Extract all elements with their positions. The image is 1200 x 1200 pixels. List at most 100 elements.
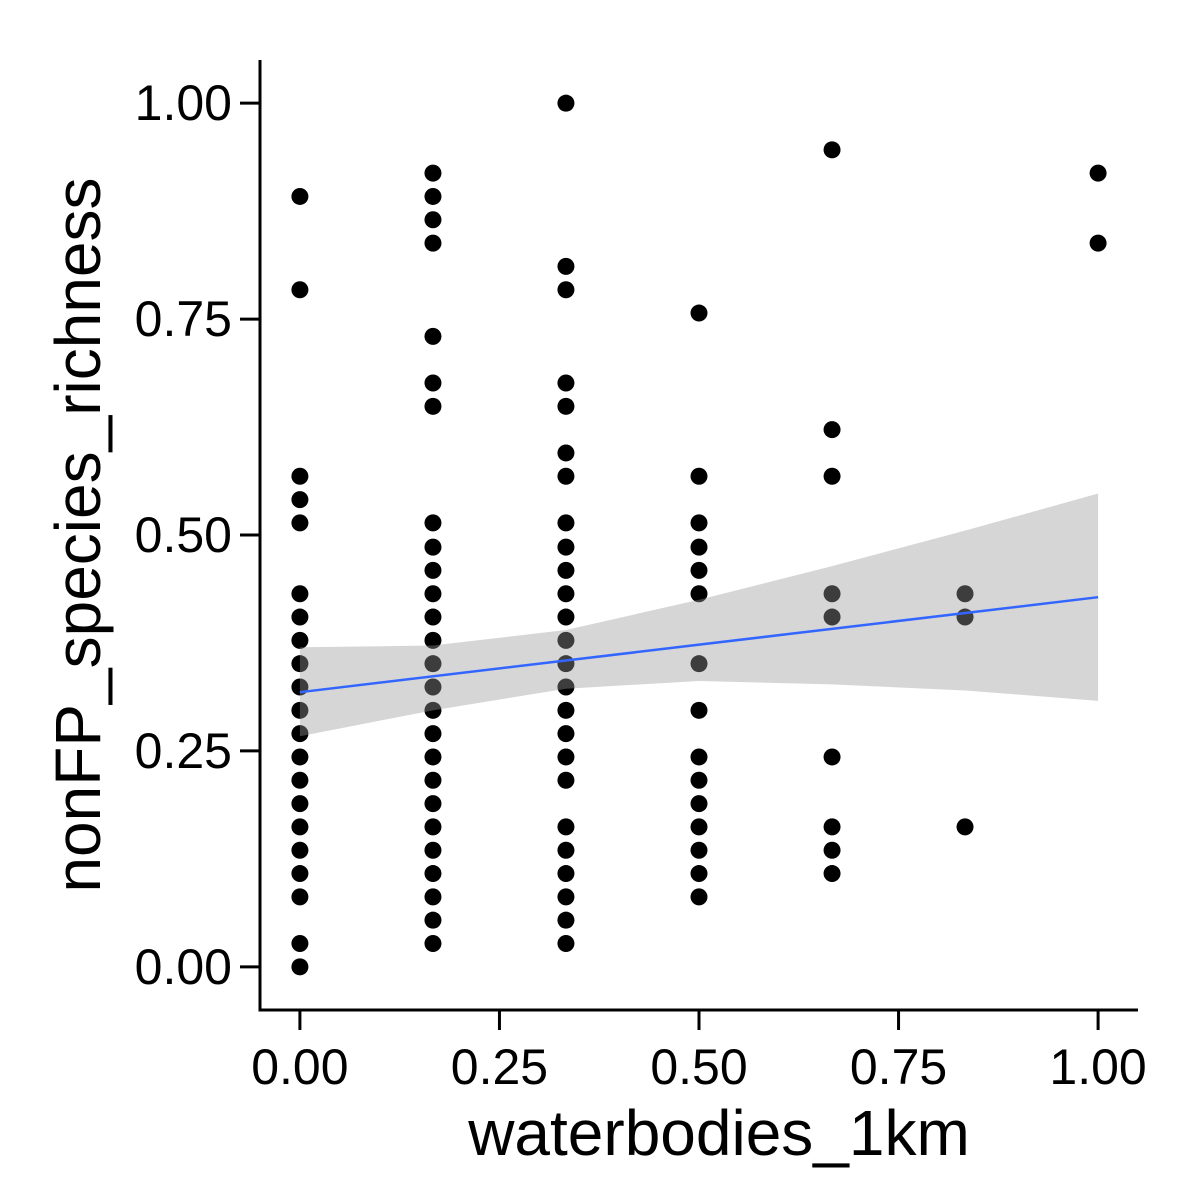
- data-point: [424, 655, 442, 673]
- data-point: [956, 585, 974, 603]
- confidence-band-layer: [299, 493, 1099, 737]
- y-tick-label: 0.75: [135, 291, 232, 347]
- data-point: [823, 748, 841, 766]
- data-point: [291, 888, 309, 906]
- data-point: [424, 888, 442, 906]
- data-point: [424, 234, 442, 252]
- data-point: [1089, 164, 1107, 182]
- data-point: [291, 608, 309, 626]
- data-point: [424, 374, 442, 392]
- x-axis-title: waterbodies_1km: [467, 1097, 970, 1169]
- data-point: [557, 94, 575, 112]
- data-point: [291, 818, 309, 836]
- y-axis-title: nonFP_species_richness: [42, 177, 114, 892]
- data-point: [557, 911, 575, 929]
- data-point: [291, 725, 309, 743]
- data-point: [1089, 234, 1107, 252]
- data-point: [557, 467, 575, 485]
- data-point: [557, 514, 575, 532]
- y-axis-ticks: 0.00 0.25 0.50 0.75 1.00: [135, 75, 260, 995]
- data-point: [823, 818, 841, 836]
- x-tick-label: 0.25: [451, 1039, 548, 1095]
- data-point: [424, 538, 442, 556]
- data-point: [291, 841, 309, 859]
- data-point: [690, 701, 708, 719]
- data-point: [557, 818, 575, 836]
- data-point: [424, 327, 442, 345]
- data-point: [557, 841, 575, 859]
- y-tick-label: 0.50: [135, 507, 232, 563]
- data-point: [823, 841, 841, 859]
- data-point: [424, 841, 442, 859]
- data-point: [291, 795, 309, 813]
- y-tick-label: 0.00: [135, 939, 232, 995]
- data-point: [424, 164, 442, 182]
- data-point: [291, 585, 309, 603]
- data-point: [557, 631, 575, 649]
- data-point: [557, 281, 575, 299]
- data-point: [690, 795, 708, 813]
- data-point: [291, 514, 309, 532]
- data-point: [291, 935, 309, 952]
- confidence-band: [299, 493, 1099, 737]
- data-point: [424, 561, 442, 579]
- data-point: [424, 187, 442, 205]
- data-point: [557, 678, 575, 696]
- data-point: [557, 374, 575, 392]
- data-point: [291, 655, 309, 673]
- data-point: [690, 841, 708, 859]
- data-point: [557, 748, 575, 766]
- data-point: [557, 865, 575, 883]
- data-point: [291, 187, 309, 205]
- data-point: [557, 538, 575, 556]
- data-point: [424, 911, 442, 929]
- data-point: [424, 818, 442, 836]
- data-point: [557, 935, 575, 952]
- data-point: [557, 608, 575, 626]
- data-point: [690, 748, 708, 766]
- data-point: [690, 585, 708, 603]
- data-point: [424, 795, 442, 813]
- data-point: [690, 514, 708, 532]
- data-point: [424, 935, 442, 952]
- data-point: [291, 958, 309, 976]
- data-point: [690, 561, 708, 579]
- data-point: [424, 748, 442, 766]
- data-point: [291, 771, 309, 789]
- data-point: [291, 467, 309, 485]
- data-point: [424, 211, 442, 229]
- y-tick-label: 0.25: [135, 723, 232, 779]
- data-point: [956, 818, 974, 836]
- data-point: [424, 678, 442, 696]
- y-tick-label: 1.00: [135, 75, 232, 131]
- data-point: [291, 701, 309, 719]
- data-point: [291, 491, 309, 509]
- trend-line: [299, 595, 1099, 694]
- x-axis-ticks: 0.00 0.25 0.50 0.75 1.00: [251, 1010, 1147, 1095]
- data-point: [823, 467, 841, 485]
- data-point: [690, 888, 708, 906]
- data-point: [690, 818, 708, 836]
- data-point: [424, 397, 442, 415]
- data-point: [424, 608, 442, 626]
- data-point: [823, 585, 841, 603]
- x-tick-label: 0.50: [650, 1039, 747, 1095]
- data-point: [291, 281, 309, 299]
- data-point: [424, 631, 442, 649]
- data-point: [690, 865, 708, 883]
- data-point: [424, 701, 442, 719]
- data-point: [557, 771, 575, 789]
- data-point: [291, 865, 309, 883]
- data-point: [557, 561, 575, 579]
- data-point: [823, 865, 841, 883]
- data-point: [424, 865, 442, 883]
- data-point: [690, 538, 708, 556]
- data-point: [557, 257, 575, 275]
- data-point: [823, 141, 841, 159]
- data-point: [690, 467, 708, 485]
- x-tick-label: 0.75: [850, 1039, 947, 1095]
- trend-line-layer: [299, 595, 1099, 694]
- data-point: [557, 701, 575, 719]
- data-point: [557, 888, 575, 906]
